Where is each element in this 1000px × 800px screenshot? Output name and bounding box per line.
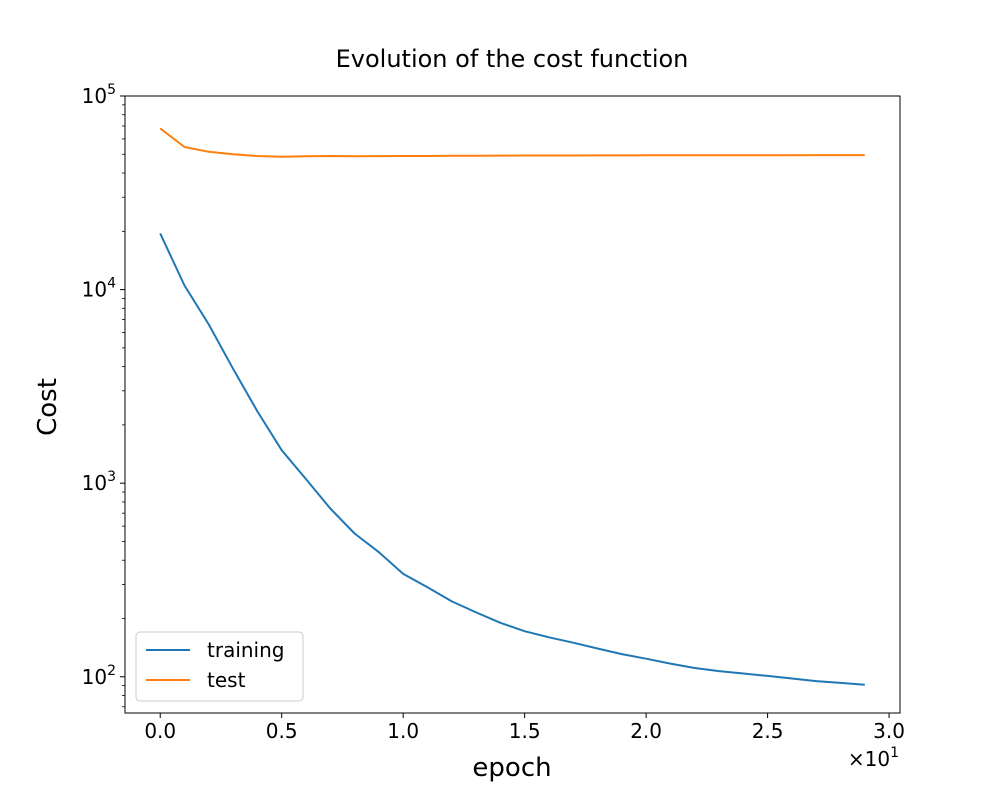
x-tick-label: 2.0 (630, 719, 662, 743)
legend: training test (135, 631, 304, 702)
x-tick-label: 1.5 (509, 719, 541, 743)
y-tick-label: 102 (82, 663, 116, 689)
y-tick-exponent: 5 (107, 82, 116, 98)
y-tick-base: 10 (82, 278, 107, 302)
series-lines (159, 127, 865, 686)
series-line-training (159, 232, 865, 686)
y-tick-base: 10 (82, 471, 107, 495)
x-tick-label: 3.0 (873, 719, 905, 743)
x-tick-label: 2.5 (752, 719, 784, 743)
chart-title: Evolution of the cost function (336, 45, 689, 73)
plot-frame (124, 95, 901, 714)
series-line-test (159, 127, 865, 158)
plot-area (125, 96, 900, 713)
y-axis-label: Cost (33, 378, 63, 436)
legend-label-training: training (207, 638, 284, 662)
legend-label-test: test (207, 668, 246, 692)
y-tick-base: 10 (82, 84, 107, 108)
y-tick-exponent: 3 (107, 469, 116, 485)
y-tick-base: 10 (82, 665, 107, 689)
x-tick-label: 0.0 (144, 719, 176, 743)
y-tick-label: 104 (82, 276, 116, 302)
x-axis-scale-label: ×101 (848, 745, 899, 771)
x-scale-base: ×10 (848, 747, 890, 771)
x-tick-label: 1.0 (387, 719, 419, 743)
x-scale-exponent: 1 (890, 745, 899, 761)
x-tick-label: 0.5 (266, 719, 298, 743)
x-axis-label: epoch (472, 753, 551, 783)
y-tick-label: 103 (82, 469, 116, 495)
y-tick-exponent: 2 (107, 663, 116, 679)
y-tick-label: 105 (82, 82, 116, 108)
y-tick-exponent: 4 (107, 276, 116, 292)
